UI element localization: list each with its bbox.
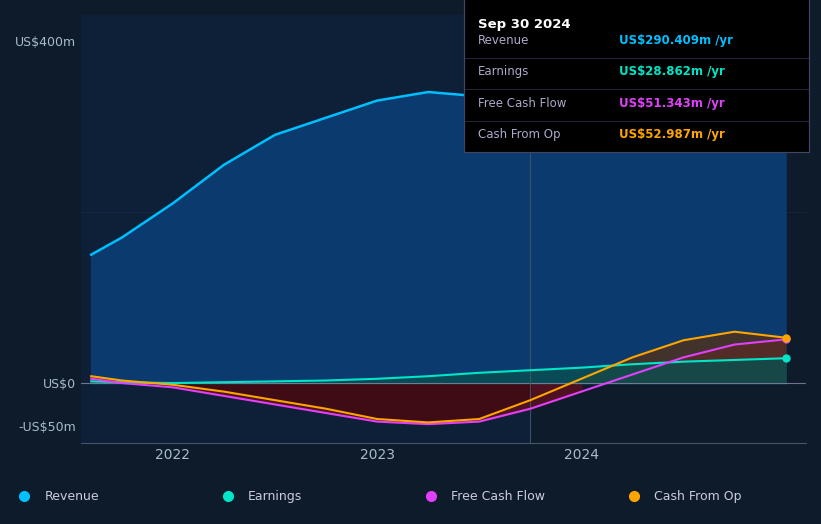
Text: US$28.862m /yr: US$28.862m /yr [619, 66, 725, 79]
Point [779, 335, 792, 344]
Text: US$51.343m /yr: US$51.343m /yr [619, 97, 725, 110]
Point [779, 130, 792, 139]
Text: Earnings: Earnings [478, 66, 529, 79]
Text: Cash From Op: Cash From Op [478, 128, 560, 141]
Text: Revenue: Revenue [45, 490, 99, 503]
Text: Revenue: Revenue [478, 34, 529, 47]
Bar [530, 15, 806, 443]
Text: Past: Past [769, 28, 795, 41]
Text: US$52.987m /yr: US$52.987m /yr [619, 128, 725, 141]
Text: Free Cash Flow: Free Cash Flow [478, 97, 566, 110]
Text: Sep 30 2024: Sep 30 2024 [478, 18, 571, 31]
Text: Cash From Op: Cash From Op [654, 490, 742, 503]
Point [779, 333, 792, 342]
Text: Free Cash Flow: Free Cash Flow [452, 490, 545, 503]
Point [779, 354, 792, 363]
Bar [81, 15, 530, 443]
Text: Earnings: Earnings [248, 490, 302, 503]
Text: US$290.409m /yr: US$290.409m /yr [619, 34, 733, 47]
